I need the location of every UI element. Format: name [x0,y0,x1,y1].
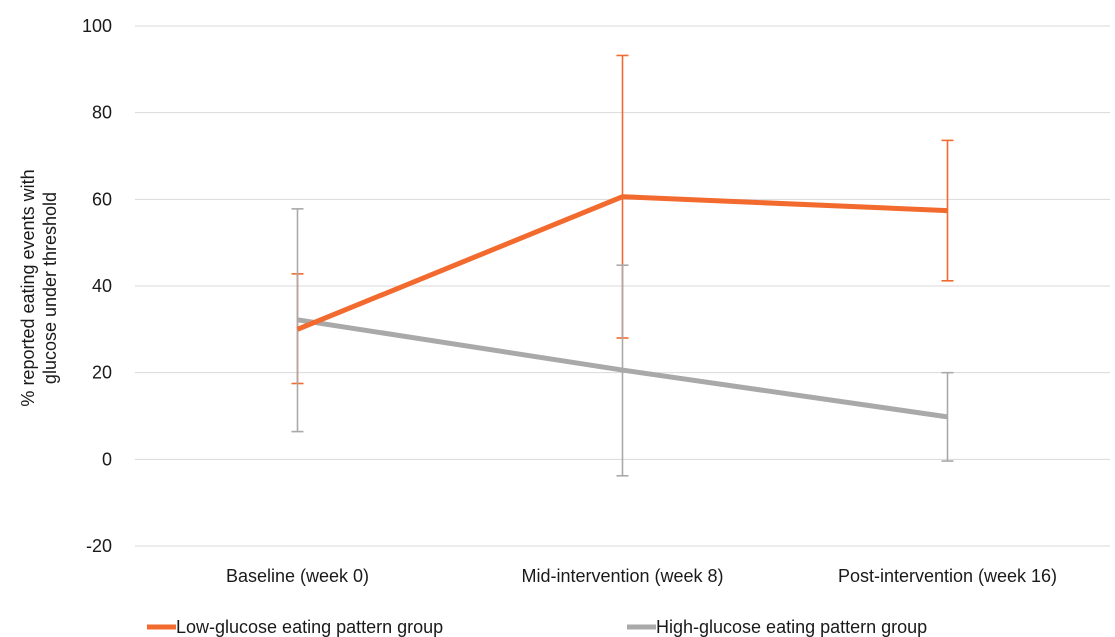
y-tick-label: 100 [82,16,112,36]
legend: Low-glucose eating pattern group High-glu… [147,617,927,637]
y-tick-label: 20 [92,363,112,383]
y-axis-title: % reported eating events with glucose un… [18,169,60,406]
legend-label: Low-glucose eating pattern group [176,617,443,637]
y-axis-title-line-1: % reported eating events with [18,169,38,406]
series-line [296,194,948,332]
y-axis-title-line-2: glucose under threshold [40,192,60,384]
y-tick-label: 40 [92,276,112,296]
x-category-label: Baseline (week 0) [226,566,369,586]
y-tick-label: 60 [92,189,112,209]
series-lines [296,194,948,420]
y-tick-label: 80 [92,103,112,123]
error-bars [291,54,954,477]
x-axis-category-labels: Baseline (week 0) Mid-intervention (week … [226,566,1057,586]
x-category-label: Mid-intervention (week 8) [521,566,723,586]
series-line [297,317,948,420]
legend-label: High-glucose eating pattern group [656,617,927,637]
x-category-label: Post-intervention (week 16) [838,566,1057,586]
y-tick-label: 0 [102,449,112,469]
y-tick-label: -20 [86,536,112,556]
y-axis-tick-labels: -20 0 20 40 60 80 100 [82,16,112,556]
